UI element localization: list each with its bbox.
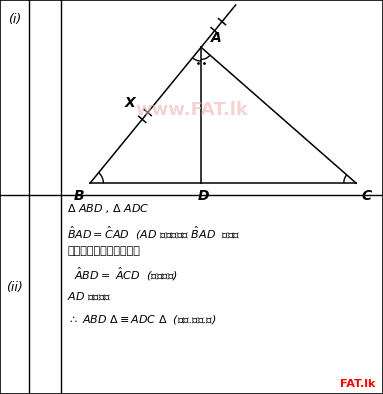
Text: C: C xyxy=(362,189,372,203)
Text: A: A xyxy=(211,31,221,45)
Text: $AD$ பொது: $AD$ பொது xyxy=(67,290,112,301)
Text: FAT.lk: FAT.lk xyxy=(340,379,375,389)
Text: $\therefore\ ABD\ \Delta \equiv ADC\ \Delta$  (கோ.கோ.ப): $\therefore\ ABD\ \Delta \equiv ADC\ \De… xyxy=(67,313,217,326)
Text: $\hat{A}BD = \ \hat{A}CD$  (தரவு): $\hat{A}BD = \ \hat{A}CD$ (தரவு) xyxy=(67,266,178,283)
Text: B: B xyxy=(74,189,84,203)
Text: இருசூராக்கி: இருசூராக்கி xyxy=(67,246,140,256)
Text: Y: Y xyxy=(241,0,251,3)
Text: www.FAT.lk: www.FAT.lk xyxy=(135,101,248,119)
Text: $\Delta$ $ABD$ , $\Delta$ $ADC$: $\Delta$ $ABD$ , $\Delta$ $ADC$ xyxy=(67,202,150,215)
Text: $\hat{B}AD = \hat{C}AD$  (AD யானது $\hat{B}AD$  இன்: $\hat{B}AD = \hat{C}AD$ (AD யானது $\hat{… xyxy=(67,225,241,242)
Text: D: D xyxy=(197,189,209,203)
Text: (i): (i) xyxy=(8,13,21,26)
Text: X: X xyxy=(125,95,136,110)
Text: (ii): (ii) xyxy=(6,281,23,294)
